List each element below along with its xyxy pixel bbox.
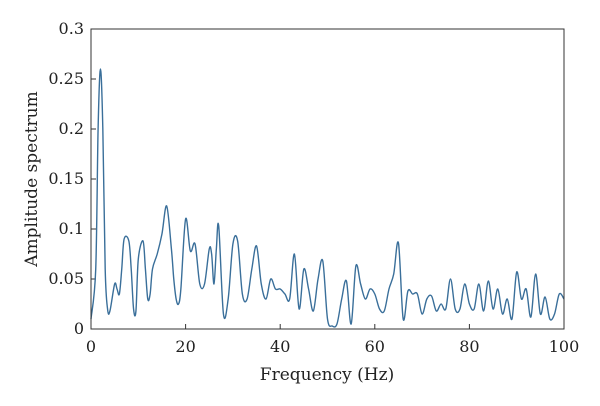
x-tick-label: 100 xyxy=(549,337,580,356)
x-tick-label: 20 xyxy=(175,337,195,356)
x-tick-label: 40 xyxy=(270,337,290,356)
y-tick-label: 0 xyxy=(74,319,84,338)
y-tick-label: 0.3 xyxy=(59,19,84,38)
y-tick-label: 0.2 xyxy=(59,119,84,138)
spectrum-line xyxy=(90,68,565,328)
plot-frame xyxy=(90,28,565,330)
x-tick-label: 60 xyxy=(365,337,385,356)
y-axis-title: Amplitude spectrum xyxy=(22,91,42,268)
x-tick-label: 0 xyxy=(86,337,96,356)
y-tick-label: 0.15 xyxy=(48,169,84,188)
x-tick-label: 80 xyxy=(459,337,479,356)
y-tick-label: 0.25 xyxy=(48,69,84,88)
axis-ticks xyxy=(90,28,565,330)
series-layer xyxy=(90,68,565,328)
tick-labels: 0 20 40 60 80 100 0 0.05 0.1 0.15 0.2 0.25 0.3 xyxy=(48,19,579,356)
y-tick-label: 0.05 xyxy=(48,269,84,288)
y-tick-label: 0.1 xyxy=(59,219,84,238)
x-axis-title: Frequency (Hz) xyxy=(260,365,394,385)
